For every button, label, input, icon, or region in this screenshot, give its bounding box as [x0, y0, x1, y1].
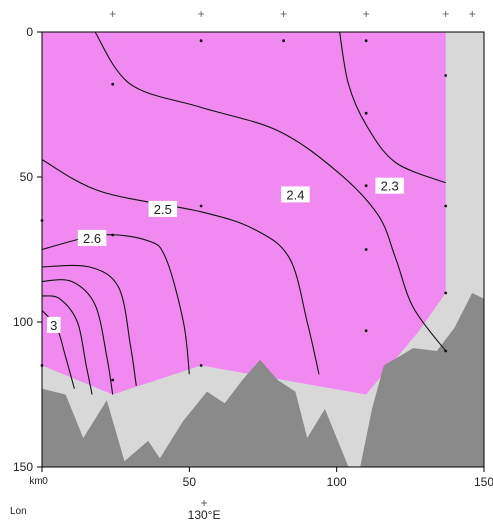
station-dot — [282, 39, 286, 43]
contour-line — [94, 31, 447, 352]
contour-label-box — [148, 200, 178, 217]
x-tick-label: 50 — [183, 475, 197, 489]
contour-label: 2.4 — [286, 187, 304, 202]
contour-label-box — [281, 186, 310, 203]
station-dot — [444, 74, 448, 77]
station-dot — [444, 204, 448, 208]
contour-line — [41, 295, 93, 395]
contour-line — [41, 159, 320, 375]
land-dark-layer — [42, 293, 484, 467]
contour-label: 2.6 — [83, 231, 101, 246]
contour-label-box — [375, 177, 404, 194]
plot-border — [41, 31, 485, 468]
station-dot — [364, 39, 368, 43]
station-dot — [199, 204, 203, 208]
contour-lines: 2.3 2.4 2.5 2.6 3 — [41, 31, 447, 395]
contour-label: 2.5 — [154, 202, 172, 217]
contour-label: 2.3 — [381, 179, 399, 194]
contour-label-box — [77, 229, 107, 246]
lon-tick-label: 130°E — [188, 508, 221, 522]
station-dot — [364, 329, 368, 333]
station-dots — [40, 39, 448, 382]
station-dot — [199, 364, 203, 367]
contour-line — [41, 264, 137, 386]
x-tick-label: 150 — [474, 475, 493, 489]
contour-label: 3 — [50, 318, 57, 333]
y-tick-label: 150 — [13, 460, 33, 474]
x-unit-label: km — [29, 476, 42, 487]
y-tick-label: 50 — [20, 170, 34, 184]
y-tick-label: 100 — [13, 315, 33, 329]
contour-label-box — [47, 316, 61, 333]
contour-line — [339, 31, 446, 184]
plot-frame — [41, 31, 485, 468]
contour-line — [41, 279, 114, 395]
station-dot — [199, 39, 203, 43]
station-dot — [444, 349, 448, 353]
x-tick-label: 0 — [42, 476, 48, 487]
station-dot — [111, 378, 115, 382]
y-tick-label: 0 — [26, 25, 33, 39]
station-dot — [364, 184, 368, 188]
station-dot — [364, 111, 368, 115]
lon-axis-label: Lon — [10, 506, 27, 517]
station-dot — [111, 233, 115, 237]
station-dot — [444, 291, 448, 295]
station-dot — [364, 248, 368, 251]
x-tick-label: 100 — [327, 475, 347, 489]
station-dot — [111, 82, 115, 86]
land-dark-area — [42, 293, 484, 467]
